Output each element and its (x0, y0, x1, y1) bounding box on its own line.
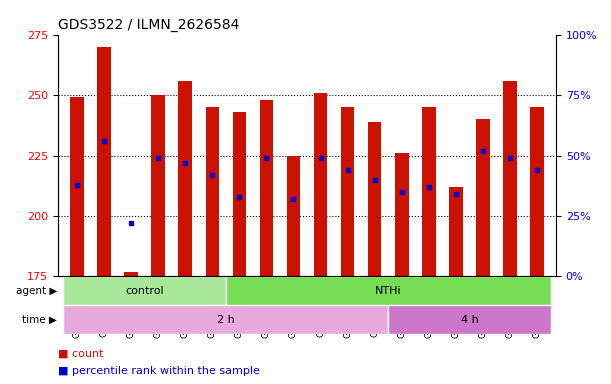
Text: agent ▶: agent ▶ (16, 286, 57, 296)
Bar (152, 95, 165, 276)
Bar (205, 107, 219, 276)
Bar (388, 305, 551, 334)
Text: time ▶: time ▶ (23, 314, 57, 325)
Bar (341, 107, 354, 276)
Text: NTHi: NTHi (375, 286, 401, 296)
Bar (260, 100, 273, 276)
Bar (368, 122, 381, 276)
Text: 4 h: 4 h (461, 314, 478, 325)
Text: GDS3522 / ILMN_2626584: GDS3522 / ILMN_2626584 (58, 18, 240, 32)
Bar (503, 81, 517, 276)
Bar (64, 276, 226, 305)
Bar (287, 156, 300, 276)
Bar (64, 305, 388, 334)
Bar (97, 47, 111, 276)
Bar (314, 93, 327, 276)
Text: ■ count: ■ count (58, 349, 103, 359)
Bar (422, 107, 436, 276)
Bar (449, 187, 463, 276)
Bar (530, 107, 544, 276)
Text: 2 h: 2 h (217, 314, 235, 325)
Bar (226, 276, 551, 305)
Text: control: control (125, 286, 164, 296)
Bar (178, 81, 192, 276)
Bar (233, 112, 246, 276)
Bar (70, 98, 84, 276)
Bar (476, 119, 489, 276)
Bar (395, 153, 409, 276)
Bar (125, 271, 138, 276)
Text: ■ percentile rank within the sample: ■ percentile rank within the sample (58, 366, 260, 376)
